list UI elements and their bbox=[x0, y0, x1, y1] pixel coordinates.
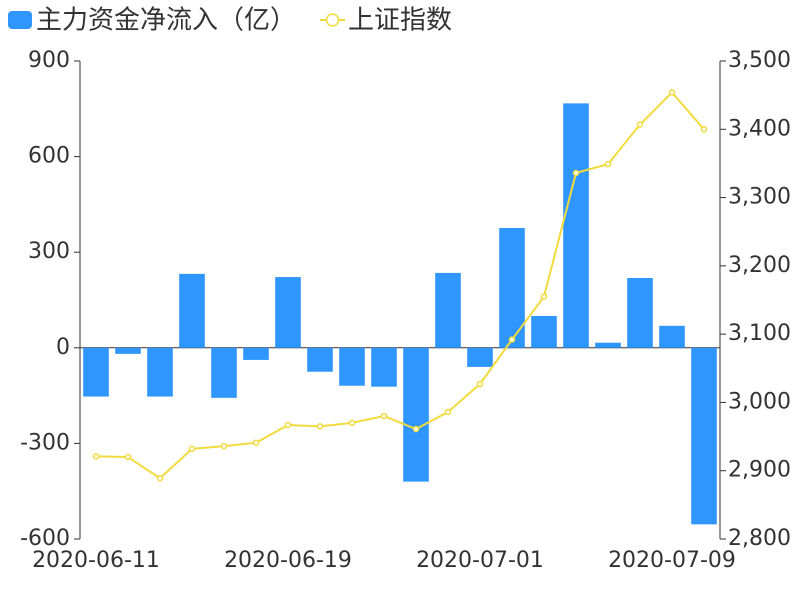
bar bbox=[275, 277, 301, 348]
point bbox=[380, 412, 388, 420]
y-tick-label: 900 bbox=[28, 48, 70, 73]
point bbox=[508, 336, 516, 343]
line bbox=[95, 90, 705, 480]
y-tick-label: 0 bbox=[56, 335, 70, 360]
bar bbox=[147, 347, 173, 397]
bar bbox=[563, 103, 589, 348]
point bbox=[188, 445, 196, 453]
point bbox=[156, 474, 164, 482]
bar bbox=[691, 347, 717, 525]
y2-tick-label: 3,400 bbox=[728, 116, 791, 141]
point bbox=[348, 419, 356, 427]
point bbox=[636, 121, 644, 128]
x-tick-label: 2020-07-09 bbox=[608, 548, 736, 573]
bar bbox=[499, 227, 525, 348]
legend-label: 主力资金净流入（亿） bbox=[36, 6, 296, 36]
y2-tick-label: 3,200 bbox=[728, 253, 791, 278]
bar bbox=[179, 273, 205, 348]
point bbox=[604, 160, 612, 168]
y2-tick-label: 3,500 bbox=[728, 48, 791, 73]
point bbox=[412, 425, 420, 433]
bar bbox=[659, 325, 685, 348]
y2-tick-label: 2,800 bbox=[728, 526, 791, 551]
legend-swatch bbox=[325, 13, 340, 27]
bar bbox=[211, 347, 237, 398]
y-tick-label: 600 bbox=[28, 144, 70, 169]
y2-tick-label: 3,000 bbox=[728, 389, 791, 414]
bar bbox=[435, 272, 461, 348]
bar bbox=[115, 347, 141, 354]
bar bbox=[531, 315, 557, 348]
point bbox=[316, 423, 324, 430]
bar bbox=[307, 347, 333, 372]
point bbox=[572, 169, 580, 177]
point bbox=[220, 442, 228, 450]
bar bbox=[83, 347, 109, 397]
bar bbox=[595, 342, 621, 348]
bar bbox=[467, 347, 493, 367]
point bbox=[92, 453, 100, 460]
y-tick-label: 300 bbox=[28, 239, 70, 264]
bar bbox=[627, 278, 653, 348]
bar bbox=[403, 347, 429, 482]
y-tick-label: -600 bbox=[20, 526, 70, 551]
x-tick-label: 2020-07-01 bbox=[416, 548, 544, 573]
bar bbox=[371, 347, 397, 387]
y2-tick-label: 2,900 bbox=[728, 458, 791, 483]
point bbox=[668, 89, 676, 96]
point bbox=[252, 439, 260, 446]
y2-tick-label: 3,300 bbox=[728, 185, 791, 210]
x-tick-label: 2020-06-19 bbox=[224, 548, 352, 573]
point bbox=[540, 293, 548, 300]
bar bbox=[243, 347, 269, 360]
point bbox=[700, 126, 708, 133]
point bbox=[284, 421, 292, 429]
y-tick-label: -300 bbox=[20, 430, 70, 455]
bar bbox=[339, 347, 365, 386]
point bbox=[444, 408, 452, 416]
legend-label: 上证指数 bbox=[348, 6, 452, 36]
legend-swatch bbox=[8, 11, 32, 29]
point bbox=[124, 453, 132, 461]
point bbox=[476, 380, 484, 388]
y2-tick-label: 3,100 bbox=[728, 321, 791, 346]
x-tick-label: 2020-06-11 bbox=[32, 548, 160, 573]
